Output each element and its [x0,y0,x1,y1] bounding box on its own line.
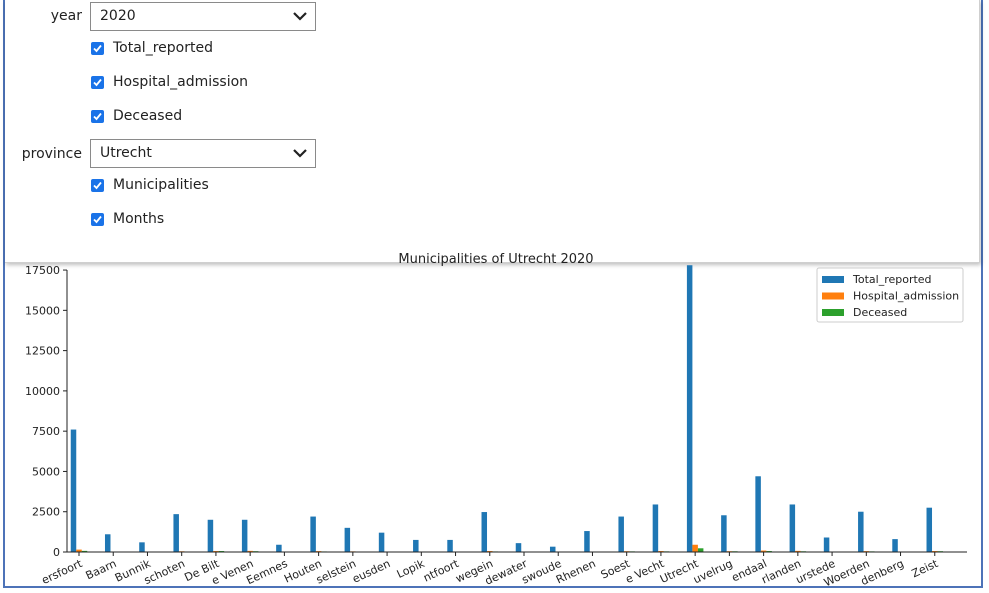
x-tick-label: eusden [350,557,392,586]
bar-deceased [697,548,704,552]
checkbox-checked-icon[interactable] [91,212,104,226]
x-tick-label: Lopik [395,557,427,581]
bar-total-reported [515,543,522,552]
chart-area: Municipalities of Utrecht 2020 0 2500 5000… [5,240,981,589]
checkbox-municipalities[interactable]: Municipalities [91,175,209,195]
x-tick-label: selstein [314,557,358,587]
legend-label: Hospital_admission [853,290,959,303]
y-tick-label: 10000 [25,385,60,398]
x-tick-label: Rhenen [554,557,598,587]
checkbox-label: Total_reported [113,40,213,56]
x-tick-label: ntfoort [421,557,461,585]
province-select[interactable]: Utrecht [90,139,316,168]
bar-total-reported [481,512,488,552]
bar-total-reported [276,544,282,552]
bar-total-reported [721,515,727,552]
y-tick-label: 0 [53,546,60,559]
bar-total-reported [310,516,316,552]
legend-box [816,267,964,323]
legend-swatch [822,276,844,283]
bar-hospital-admission [76,549,82,552]
bar-hospital-admission [692,544,698,552]
bar-total-reported [926,507,933,552]
bar-total-reported [652,504,659,552]
year-select-value: 2020 [100,8,136,24]
bar-chart: Municipalities of Utrecht 2020 0 2500 5000… [25,252,967,589]
legend-label: Deceased [853,306,907,319]
year-select[interactable]: 2020 [90,2,316,31]
x-tick-label: uvelrug [691,557,734,586]
bar-total-reported [104,534,111,552]
legend-swatch [822,292,844,300]
legend-label: Total_reported [852,273,932,286]
province-select-value: Utrecht [100,145,152,161]
year-label: year [50,8,82,24]
checkbox-hospital-admission[interactable]: Hospital_admission [91,72,248,92]
notebook-output-frame: year 2020 Total_reported Hospital_admiss… [3,0,983,589]
bar-total-reported [70,429,77,552]
bar-total-reported [892,539,898,552]
y-tick-label: 7500 [32,425,60,438]
bar-total-reported [241,519,248,552]
bar-total-reported [344,527,351,552]
checkbox-label: Hospital_admission [113,74,249,90]
bar-total-reported [447,539,453,552]
y-tick-label: 2500 [32,506,60,519]
y-tick-label: 12500 [25,345,60,358]
province-label: province [21,146,82,162]
bars [70,265,944,552]
y-tick-label: 15000 [25,304,60,317]
widget-panel: year 2020 Total_reported Hospital_admiss… [5,0,980,263]
bar-total-reported [413,539,419,552]
chevron-down-icon [293,12,307,21]
x-tick-label: Zeist [910,557,941,581]
bar-total-reported [378,532,385,552]
legend-swatch [822,309,844,316]
checkbox-label: Municipalities [113,177,209,193]
bar-total-reported [823,537,830,552]
bar-total-reported [584,531,590,552]
checkbox-months[interactable]: Months [91,209,164,229]
checkbox-checked-icon[interactable] [91,178,104,192]
bar-total-reported [618,516,624,552]
bar-hospital-admission [247,550,253,552]
bar-total-reported [789,504,796,552]
bar-total-reported [173,514,179,552]
checkbox-label: Deceased [113,108,183,124]
x-tick-label: Baarn [84,557,119,582]
checkbox-total-reported[interactable]: Total_reported [91,38,213,58]
bar-deceased [81,550,88,552]
bar-total-reported [858,511,864,552]
bar-hospital-admission [795,550,801,552]
checkbox-checked-icon[interactable] [91,41,104,55]
bar-total-reported [686,265,693,552]
legend: Total_reported Hospital_admission Deceased [816,267,964,323]
bar-total-reported [755,476,761,552]
bar-total-reported [549,546,556,552]
bar-total-reported [207,519,214,552]
checkbox-deceased[interactable]: Deceased [91,106,182,126]
bar-total-reported [139,542,145,552]
y-tick-label: 5000 [32,465,60,478]
chart-title: Municipalities of Utrecht 2020 [398,252,593,267]
checkbox-checked-icon[interactable] [91,75,104,89]
x-tick-label: e Vecht [623,557,666,586]
y-tick-label: 17500 [25,264,60,277]
y-axis: 0 2500 5000 7500 10000 12500 15000 17500 [25,264,68,559]
chevron-down-icon [293,149,307,158]
checkbox-checked-icon[interactable] [91,109,104,123]
checkbox-label: Months [113,211,165,227]
x-tick-label: ersfoort [40,557,85,587]
bar-hospital-admission [760,550,767,552]
